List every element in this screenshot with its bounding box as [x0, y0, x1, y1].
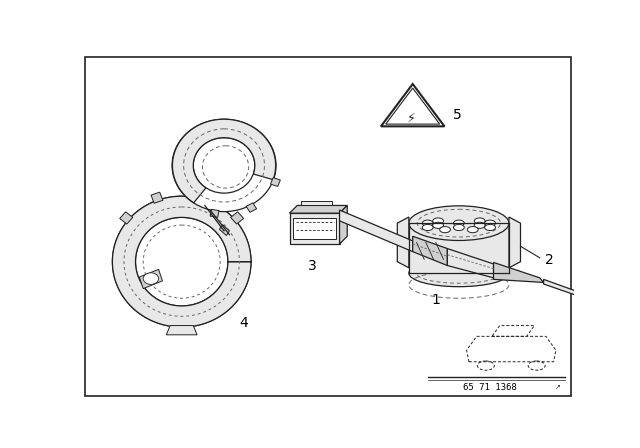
Polygon shape	[113, 196, 251, 327]
Polygon shape	[447, 249, 493, 278]
Polygon shape	[409, 223, 509, 273]
Ellipse shape	[440, 227, 451, 233]
Polygon shape	[140, 269, 163, 289]
Polygon shape	[230, 212, 244, 224]
Ellipse shape	[484, 220, 495, 226]
Ellipse shape	[113, 196, 251, 327]
Text: 1: 1	[431, 293, 440, 307]
Text: ↗: ↗	[554, 384, 561, 390]
Ellipse shape	[467, 227, 478, 233]
Polygon shape	[246, 203, 257, 212]
Ellipse shape	[409, 260, 509, 287]
Polygon shape	[397, 217, 409, 268]
Polygon shape	[381, 84, 444, 126]
Polygon shape	[166, 326, 197, 335]
Polygon shape	[172, 119, 276, 203]
Ellipse shape	[422, 220, 433, 226]
Text: 5: 5	[453, 108, 461, 122]
Polygon shape	[386, 88, 440, 124]
Ellipse shape	[193, 138, 255, 193]
Ellipse shape	[172, 119, 276, 211]
Text: 4: 4	[239, 316, 248, 330]
Polygon shape	[120, 212, 132, 224]
Ellipse shape	[143, 273, 159, 284]
Polygon shape	[293, 218, 336, 239]
Polygon shape	[301, 201, 332, 206]
Polygon shape	[413, 236, 447, 266]
Polygon shape	[271, 178, 280, 186]
Ellipse shape	[433, 222, 444, 228]
Text: 2: 2	[545, 253, 554, 267]
Polygon shape	[289, 206, 348, 213]
Polygon shape	[220, 225, 230, 236]
Text: ⚡: ⚡	[407, 111, 415, 124]
Ellipse shape	[422, 224, 433, 231]
Polygon shape	[340, 206, 348, 244]
Ellipse shape	[454, 224, 464, 231]
Ellipse shape	[474, 218, 485, 224]
Ellipse shape	[433, 218, 444, 224]
Polygon shape	[289, 213, 340, 244]
Text: 3: 3	[308, 258, 317, 272]
Polygon shape	[151, 192, 163, 203]
Polygon shape	[493, 263, 543, 282]
Ellipse shape	[136, 217, 228, 306]
Text: 65 71 1368: 65 71 1368	[463, 383, 516, 392]
Polygon shape	[210, 209, 219, 217]
Polygon shape	[509, 217, 520, 268]
Ellipse shape	[474, 222, 485, 228]
Ellipse shape	[409, 206, 509, 241]
Polygon shape	[543, 280, 602, 304]
Polygon shape	[200, 192, 212, 203]
Ellipse shape	[484, 224, 495, 231]
Ellipse shape	[454, 220, 464, 226]
Polygon shape	[340, 210, 413, 252]
